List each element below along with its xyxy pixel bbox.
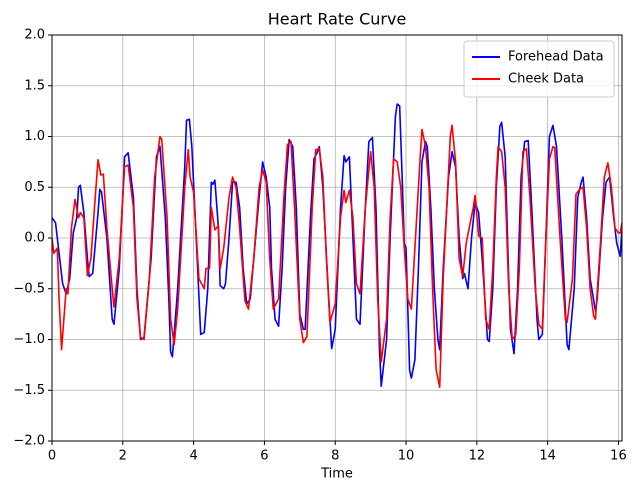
x-tick-label: 10 bbox=[398, 449, 415, 464]
axes: 0 2 4 6 8 10 12 14 16 −2.0 −1.5 −1.0 −0.5 0.0 0.5 1.0 1.… bbox=[13, 28, 626, 464]
x-tick-label: 16 bbox=[610, 449, 627, 464]
x-tick-label: 2 bbox=[119, 449, 127, 464]
legend: Forehead Data Cheek Data bbox=[463, 40, 615, 98]
legend-label: Forehead Data bbox=[508, 50, 604, 65]
y-tick-label: −0.5 bbox=[13, 281, 45, 296]
x-tick-label: 6 bbox=[260, 449, 268, 464]
legend-box bbox=[463, 40, 615, 98]
y-tick-label: 1.0 bbox=[24, 129, 45, 144]
data-line bbox=[52, 103, 622, 387]
y-tick-label: −1.0 bbox=[13, 332, 45, 347]
chart-title: Heart Rate Curve bbox=[268, 10, 407, 29]
y-tick-label: −2.0 bbox=[13, 434, 45, 449]
y-tick-label: 0.0 bbox=[24, 231, 45, 246]
x-tick-label: 8 bbox=[331, 449, 339, 464]
data-line bbox=[52, 124, 622, 388]
y-tick-label: 0.5 bbox=[24, 180, 45, 195]
x-tick-label: 0 bbox=[48, 449, 56, 464]
y-tick-label: 2.0 bbox=[24, 28, 45, 43]
x-tick-label: 14 bbox=[539, 449, 556, 464]
y-tick-label: 1.5 bbox=[24, 78, 45, 93]
x-axis-label: Time bbox=[320, 467, 353, 480]
plot-area bbox=[52, 103, 622, 388]
x-tick-label: 4 bbox=[189, 449, 197, 464]
y-tick-label: −1.5 bbox=[13, 383, 45, 398]
x-tick-label: 12 bbox=[469, 449, 486, 464]
legend-label: Cheek Data bbox=[508, 72, 584, 87]
